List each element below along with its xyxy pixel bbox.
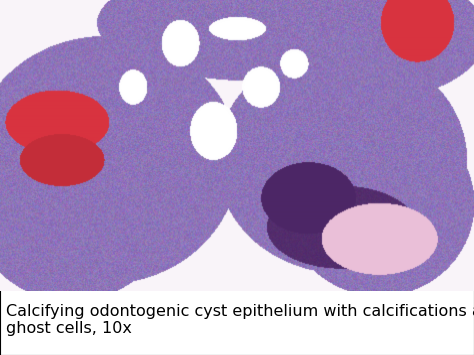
Text: Calcifying odontogenic cyst epithelium with calcifications and
ghost cells, 10x: Calcifying odontogenic cyst epithelium w… (6, 304, 474, 336)
